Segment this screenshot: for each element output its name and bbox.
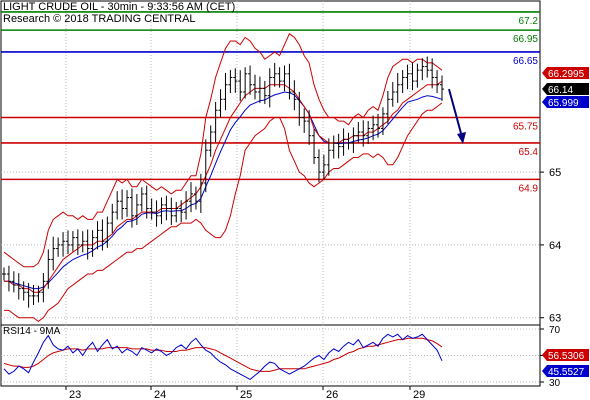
rsi-ma-line bbox=[3, 337, 443, 372]
x-tick-label: 29 bbox=[413, 389, 425, 400]
y-tick-label: 65 bbox=[549, 167, 561, 179]
rsi-value-tag-bg bbox=[542, 365, 589, 377]
upper-band-line bbox=[3, 33, 443, 268]
last-price-tag-blue-bg bbox=[542, 96, 589, 108]
rsi-panel-frame bbox=[0, 324, 541, 387]
x-tick-label: 26 bbox=[326, 389, 338, 400]
x-tick-label: 23 bbox=[69, 389, 81, 400]
x-tick-label: 25 bbox=[240, 389, 252, 400]
rsi-value-tag: 45.5527 bbox=[548, 367, 585, 378]
rsi-ma-value-tag: 56.5306 bbox=[548, 351, 585, 362]
rsi-y-tick-label: 30 bbox=[549, 378, 561, 389]
rsi-line bbox=[3, 333, 443, 380]
lower-band-line bbox=[4, 102, 443, 323]
chart-subtitle: Research © 2018 TRADING CENTRAL bbox=[3, 13, 196, 25]
ema-line bbox=[4, 91, 443, 290]
level-label: 66.95 bbox=[513, 34, 538, 45]
y-tick-label: 64 bbox=[549, 240, 561, 252]
last-price-tag-red: 66.2995 bbox=[548, 69, 585, 80]
forecast-arrow-shaft bbox=[448, 88, 463, 138]
last-price-tag-black: 66.14 bbox=[548, 85, 573, 96]
last-price-tag-red-bg bbox=[542, 67, 589, 79]
rsi-ma-value-tag-bg bbox=[542, 349, 589, 361]
last-price-tag-black-bg bbox=[542, 83, 589, 95]
forecast-arrow-head bbox=[457, 131, 466, 144]
last-price-tag-blue: 65.999 bbox=[548, 98, 579, 109]
level-label: 65.75 bbox=[513, 121, 538, 132]
level-label: 64.9 bbox=[519, 183, 539, 194]
y-tick-label: 63 bbox=[549, 313, 561, 325]
rsi-title: RSI14 - 9MA bbox=[3, 326, 61, 337]
rsi-y-tick-label: 70 bbox=[549, 325, 561, 336]
level-label: 66.65 bbox=[513, 56, 538, 67]
level-label: 65.4 bbox=[519, 147, 539, 158]
x-tick-label: 24 bbox=[154, 389, 166, 400]
price-panel-frame bbox=[0, 0, 541, 326]
level-label: 67.2 bbox=[519, 16, 539, 27]
ma-line bbox=[4, 80, 443, 293]
chart-title: LIGHT CRUDE OIL - 30min - 9:33:56 AM (CE… bbox=[3, 1, 236, 13]
